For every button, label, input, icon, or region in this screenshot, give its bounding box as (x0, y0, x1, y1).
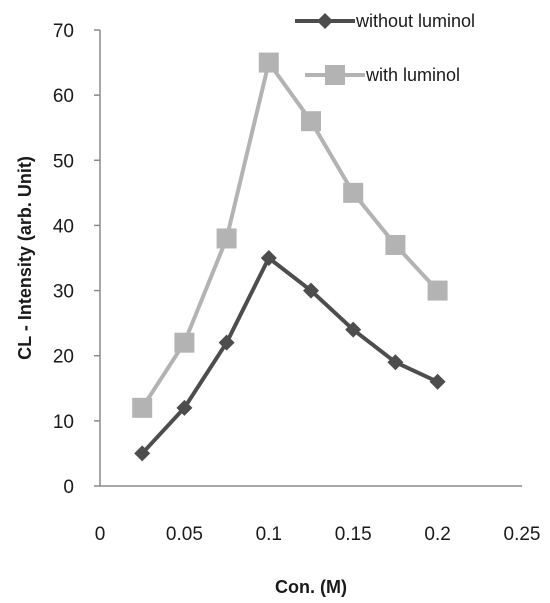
data-point-diamond (303, 282, 319, 299)
series-line (140, 256, 439, 455)
y-tick-label: 50 (53, 151, 74, 172)
x-tick-label: 0.05 (166, 524, 203, 545)
x-axis-title: Con. (M) (275, 577, 347, 597)
data-point-square (343, 182, 364, 203)
data-point-diamond (176, 399, 193, 416)
data-point-diamond (134, 445, 151, 462)
y-axis-ticks: 0 10 20 30 40 50 60 70 (53, 21, 100, 498)
series-layer (132, 52, 448, 462)
legend-square-marker (325, 65, 345, 85)
data-point-diamond (218, 334, 235, 351)
x-tick-label: 0.15 (335, 524, 372, 545)
y-tick-label: 0 (63, 477, 74, 498)
series-without-luminol (134, 250, 446, 462)
y-axis-title: CL - Intensity (arb. Unit) (15, 156, 35, 360)
legend-diamond-marker (317, 13, 333, 29)
plot-area (99, 30, 522, 487)
data-point-diamond (260, 250, 277, 266)
legend: without luminol with luminol (295, 11, 475, 85)
legend-item: without luminol (295, 11, 475, 31)
legend-label: without luminol (355, 11, 475, 31)
data-point-square (427, 280, 448, 301)
data-point-square (132, 397, 153, 418)
x-tick-label: 0 (95, 524, 106, 545)
data-point-square (258, 52, 279, 73)
y-tick-label: 60 (53, 86, 74, 107)
legend-item: with luminol (305, 65, 460, 85)
data-point-square (385, 234, 406, 255)
x-tick-label: 0.2 (424, 524, 450, 545)
x-tick-label: 0.25 (504, 524, 541, 545)
series-with-luminol (132, 52, 448, 418)
data-point-square (216, 228, 237, 249)
y-tick-label: 40 (53, 216, 74, 237)
x-tick-label: 0.1 (256, 524, 282, 545)
y-tick-label: 10 (53, 412, 74, 433)
data-point-diamond (387, 354, 404, 371)
legend-label: with luminol (365, 65, 460, 85)
x-axis-ticks: 0 0.05 0.1 0.15 0.2 0.25 (95, 524, 541, 545)
data-point-diamond (345, 321, 362, 338)
data-point-square (301, 111, 321, 132)
y-tick-label: 20 (53, 347, 74, 368)
data-point-square (174, 332, 195, 353)
data-point-diamond (429, 373, 446, 390)
y-tick-label: 70 (53, 21, 74, 42)
y-tick-label: 30 (53, 282, 74, 303)
